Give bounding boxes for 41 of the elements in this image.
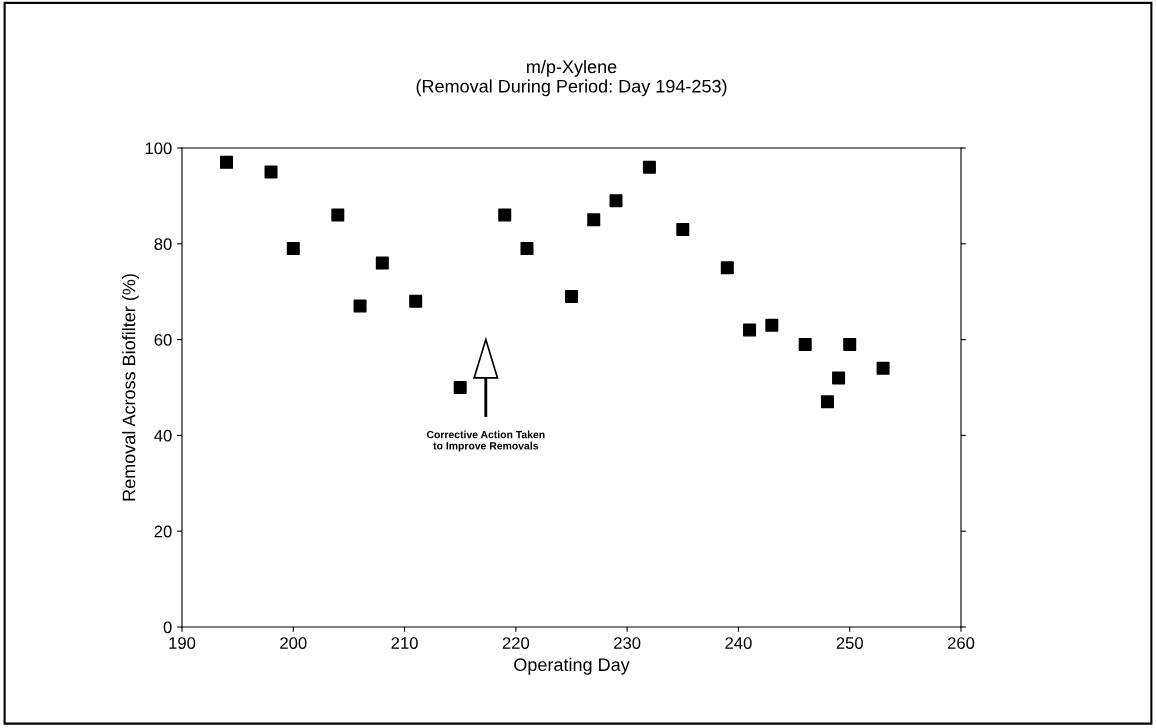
point — [642, 160, 656, 174]
x-tick-label: 200 — [280, 637, 307, 649]
x-tick-label: 250 — [836, 637, 863, 649]
x-tick-label: 210 — [391, 637, 418, 649]
y-tick-label: 100 — [145, 142, 172, 155]
y-tick-label: 0 — [163, 621, 172, 634]
point — [331, 208, 345, 222]
point — [520, 242, 534, 256]
y-tick-label: 80 — [154, 238, 172, 250]
point — [264, 165, 278, 179]
y-tick-label: 40 — [154, 429, 172, 442]
point — [409, 294, 423, 308]
x-tick-label: 190 — [169, 637, 196, 649]
point — [876, 361, 890, 375]
point — [609, 194, 623, 208]
point — [220, 155, 234, 169]
point — [353, 299, 367, 313]
point — [564, 289, 579, 303]
point — [832, 371, 846, 385]
point — [843, 337, 857, 351]
point — [743, 323, 757, 337]
point — [676, 222, 690, 236]
point — [375, 256, 389, 270]
chart-title: m/p-Xylene (Removal During Period: Day 194-253) — [416, 59, 727, 97]
x-tick-label: 260 — [947, 637, 975, 649]
point — [453, 380, 467, 395]
point — [820, 395, 834, 409]
annotation: Corrective Action Taken to Improve Removals — [426, 430, 545, 452]
y-tick-label: 60 — [154, 334, 172, 346]
x-tick-label: 240 — [725, 637, 752, 649]
point — [765, 318, 779, 332]
y-tick-label: 20 — [154, 525, 172, 538]
y-axis-title: Removal Across Biofilter (%) — [122, 274, 139, 501]
point — [498, 208, 512, 222]
x-axis-title: Operating Day — [514, 657, 630, 675]
point — [587, 213, 601, 227]
x-tick-label: 220 — [502, 637, 530, 649]
point — [286, 242, 300, 256]
x-tick-label: 230 — [614, 637, 641, 649]
point — [798, 337, 812, 351]
point — [720, 261, 734, 275]
